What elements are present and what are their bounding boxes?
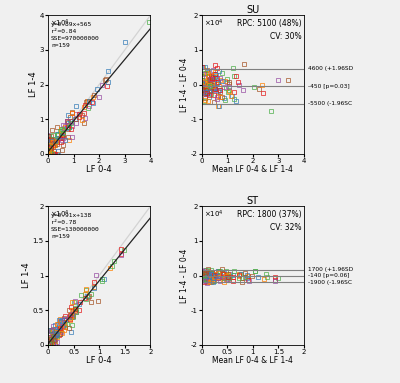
Text: 4600 (+1.96SD: 4600 (+1.96SD — [308, 66, 353, 71]
Y-axis label: LF 1-4: LF 1-4 — [22, 263, 31, 288]
X-axis label: LF 0-4: LF 0-4 — [86, 356, 112, 365]
Text: -450 [p=0.03]: -450 [p=0.03] — [308, 83, 350, 88]
Text: $\times10^4$: $\times10^4$ — [204, 17, 223, 29]
Text: -140 [p=0.06]: -140 [p=0.06] — [308, 273, 350, 278]
Text: RPC: 5100 (48%)
CV: 30%: RPC: 5100 (48%) CV: 30% — [237, 20, 302, 41]
Text: RPC: 1800 (37%)
CV: 32%: RPC: 1800 (37%) CV: 32% — [237, 210, 302, 232]
Y-axis label: LF 1-4 - LF 0-4: LF 1-4 - LF 0-4 — [180, 248, 189, 303]
Text: -1900 (-1.96SC: -1900 (-1.96SC — [308, 280, 352, 285]
Text: 1700 (+1.96SD: 1700 (+1.96SD — [308, 267, 353, 272]
Title: SU: SU — [246, 5, 260, 15]
X-axis label: Mean LF 0-4 & LF 1-4: Mean LF 0-4 & LF 1-4 — [212, 356, 293, 365]
Y-axis label: LF 1-4 - LF 0-4: LF 1-4 - LF 0-4 — [180, 57, 189, 112]
X-axis label: LF 0-4: LF 0-4 — [86, 165, 112, 174]
Text: $\times10^4$: $\times10^4$ — [50, 17, 70, 29]
Title: ST: ST — [247, 196, 259, 206]
X-axis label: Mean LF 0-4 & LF 1-4: Mean LF 0-4 & LF 1-4 — [212, 165, 293, 174]
Text: $\times10^4$: $\times10^4$ — [204, 208, 223, 220]
Text: $\times10^4$: $\times10^4$ — [50, 208, 70, 220]
Text: y=0.91x+138
r²=0.78
SSE=130000000
n=159: y=0.91x+138 r²=0.78 SSE=130000000 n=159 — [51, 213, 100, 239]
Text: y=0.89x+565
r²=0.84
SSE=970000000
n=159: y=0.89x+565 r²=0.84 SSE=970000000 n=159 — [51, 22, 100, 48]
Y-axis label: LF 1-4: LF 1-4 — [29, 72, 38, 97]
Text: -5500 (-1.96SC: -5500 (-1.96SC — [308, 101, 352, 106]
